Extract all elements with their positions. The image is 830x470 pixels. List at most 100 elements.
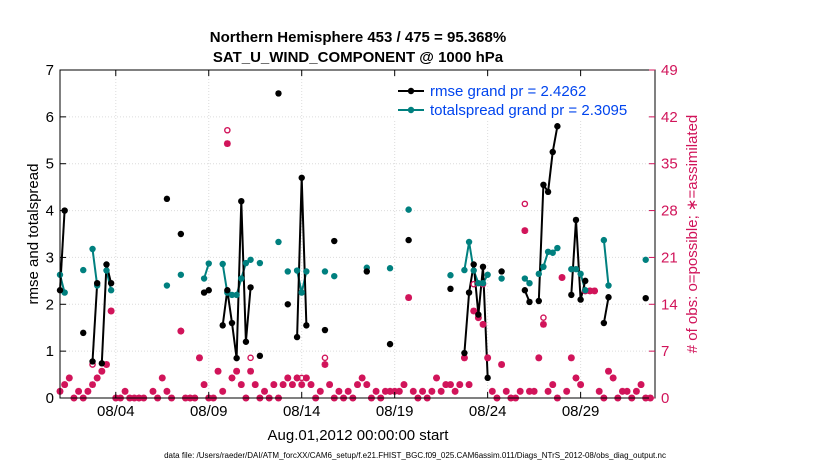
y-left-tick-label: 6 [46,109,54,126]
x-tick-label: 08/24 [469,403,507,420]
obs-assimilated-marker [558,274,566,281]
totalspread-marker [470,267,477,274]
totalspread-marker [642,256,649,263]
totalspread-marker [386,265,394,272]
rmse-marker [98,360,106,367]
obs-assimilated-marker [93,374,101,382]
rmse-marker [177,230,185,238]
y-right-tick-label: 0 [661,390,669,407]
y-left-tick-label: 4 [46,203,54,220]
obs-assimilated-marker [428,387,436,395]
obs-possible-marker [247,354,254,362]
rmse-marker [470,261,477,268]
obs-assimilated-marker [293,374,301,382]
obs-assimilated-marker [65,374,73,382]
totalspread-marker [484,271,491,278]
obs-assimilated-marker [196,354,203,362]
obs-assimilated-marker [633,387,640,395]
totalspread-marker [256,259,264,267]
obs-assimilated-marker [526,387,533,395]
obs-assimilated-marker [270,381,278,389]
rmse-line [91,283,99,362]
rmse-marker [228,319,236,327]
rmse-marker [568,291,575,299]
obs-assimilated-marker [307,381,315,389]
legend-rmse-marker [407,87,415,95]
obs-assimilated-marker [326,381,334,389]
obs-assimilated-marker [451,387,459,395]
obs-assimilated-marker [637,381,645,389]
rmse-marker [242,338,250,345]
totalspread-marker [582,287,589,294]
rmse-marker [107,280,115,287]
obs-assimilated-marker [530,387,538,395]
obs-assimilated-marker [488,387,496,395]
obs-assimilated-marker [223,140,231,148]
totalspread-marker [521,275,529,282]
y-left-tick-label: 1 [46,343,54,360]
y-right-tick-label: 21 [661,249,678,266]
totalspread-marker [475,280,482,287]
obs-assimilated-marker [214,367,222,375]
rmse-marker [321,326,329,334]
obs-assimilated-marker [586,287,594,295]
totalspread-marker [549,249,556,256]
obs-assimilated-marker [391,387,399,395]
totalspread-marker [572,265,580,273]
obs-assimilated-marker [400,381,408,389]
totalspread-marker [177,271,185,278]
y-right-tick-label: 49 [661,62,678,79]
obs-assimilated-marker [237,381,245,389]
totalspread-marker [275,238,282,246]
rmse-marker [386,340,394,348]
rmse-marker [526,298,533,306]
rmse-marker [163,195,171,203]
y-axis-left: 0 1 2 3 4 5 6 7 [46,62,66,407]
totalspread-marker [465,238,473,246]
obs-assimilated-marker [228,374,236,382]
obs-assimilated-marker [521,227,529,235]
rmse-line [570,219,587,300]
rmse-marker [247,284,254,291]
obs-assimilated-marker [591,287,598,295]
totalspread-line [602,239,610,286]
x-tick-label: 08/09 [190,403,228,420]
obs-assimilated-marker [163,387,171,395]
obs-assimilated-marker [595,387,603,395]
rmse-marker [475,311,482,318]
obs-assimilated-marker [437,387,445,395]
totalspread-marker [284,268,291,275]
rmse-marker [572,216,580,224]
totalspread-marker [200,275,208,282]
rmse-line [602,297,610,324]
obs-assimilated-marker [158,374,166,382]
rmse-marker [224,287,231,294]
rmse-marker [405,236,412,244]
totalspread-marker [540,263,547,270]
x-axis: 08/04 08/09 08/14 08/19 08/24 08/29 [97,70,599,420]
obs-assimilated-marker [321,361,329,368]
obs-assimilated-marker [609,374,617,382]
y-right-tick-label: 28 [661,203,678,220]
chart-title-line2: SAT_U_WIND_COMPONENT @ 1000 hPa [213,49,504,66]
obs-assimilated-marker [354,381,361,389]
y-right-tick-label: 7 [661,343,669,360]
totalspread-marker [107,287,115,294]
rmse-marker [554,123,561,130]
obs-assimilated-marker [544,387,552,395]
totalspread-marker [605,282,612,289]
obs-assimilated-marker [251,381,259,389]
obs-assimilated-marker [409,387,417,395]
obs-assimilated-marker [149,387,157,395]
obs-assimilated-marker [103,361,110,368]
rmse-marker [479,263,487,270]
totalspread-marker [238,275,245,282]
obs-possible-marker [321,354,329,362]
y-right-tick-label: 35 [661,156,678,173]
totalspread-marker [568,265,575,273]
legend-rmse-label: rmse grand pr = 2.4262 [430,83,586,100]
totalspread-marker [293,267,301,274]
rmse-line [221,201,252,359]
rmse-marker [465,289,473,296]
plot-obs [56,126,654,402]
